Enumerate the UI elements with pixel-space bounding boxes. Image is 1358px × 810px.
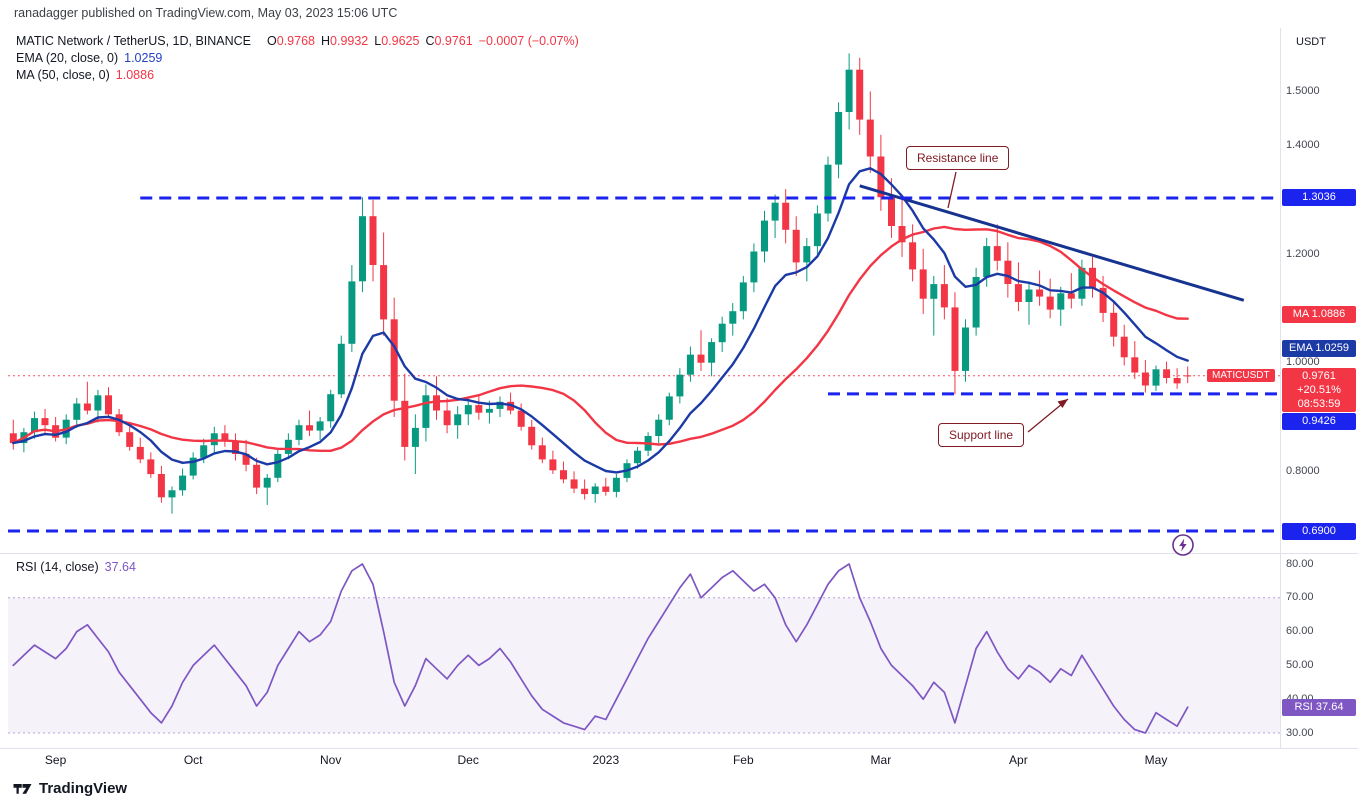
change-percent: +20.51% — [1297, 384, 1341, 396]
low-label: L — [374, 34, 382, 48]
publish-info: ranadagger published on TradingView.com,… — [14, 6, 398, 20]
ema-value: 1.0259 — [124, 51, 163, 65]
time-tick: Oct — [183, 753, 203, 767]
symbol-title[interactable]: MATIC Network / TetherUS, 1D, BINANCE — [16, 34, 252, 48]
time-tick: Feb — [732, 753, 754, 767]
ema-legend-row[interactable]: EMA (20, close, 0) 1.0259 — [16, 50, 579, 67]
rsi-label: RSI (14, close) — [16, 560, 99, 574]
symbol-legend-row[interactable]: MATIC Network / TetherUS, 1D, BINANCE O0.… — [16, 33, 579, 50]
rsi-legend[interactable]: RSI (14, close) 37.64 — [16, 560, 136, 574]
chart-legend: MATIC Network / TetherUS, 1D, BINANCE O0.… — [16, 33, 579, 84]
low-value: 0.9625 — [381, 34, 420, 48]
close-label: C — [425, 34, 435, 48]
resistance-line-callout[interactable]: Resistance line — [906, 146, 1010, 170]
ma-label: MA (50, close, 0) — [16, 68, 110, 82]
axis-unit-label: USDT — [1296, 36, 1326, 48]
open-value: 0.9768 — [276, 34, 315, 48]
time-tick: Sep — [44, 753, 67, 767]
time-axis[interactable]: Sep Oct Nov Dec 2023 Feb Mar Apr May — [0, 753, 1358, 773]
tradingview-logo[interactable]: TradingView — [12, 778, 127, 799]
time-tick: 2023 — [592, 753, 620, 767]
symbol-price-tag: MATICUSDT — [1207, 369, 1275, 382]
last-price-value: 0.9761 — [1302, 370, 1336, 382]
lightning-icon[interactable] — [1171, 533, 1195, 557]
tradingview-logo-mark — [13, 784, 32, 794]
ema-label: EMA (20, close, 0) — [16, 51, 119, 65]
high-value: 0.9932 — [330, 34, 369, 48]
ma-legend-row[interactable]: MA (50, close, 0) 1.0886 — [16, 67, 579, 84]
close-value: 0.9761 — [434, 34, 473, 48]
open-label: O — [267, 34, 277, 48]
time-tick: Dec — [457, 753, 479, 767]
rsi-value: 37.64 — [104, 560, 136, 574]
ma-value: 1.0886 — [115, 68, 155, 82]
tradingview-wordmark: TradingView — [39, 780, 128, 797]
time-tick: Apr — [1009, 753, 1028, 767]
time-tick: Mar — [870, 753, 892, 767]
support-line-callout[interactable]: Support line — [938, 423, 1025, 447]
time-tick: May — [1144, 753, 1168, 767]
bar-countdown: 08:53:59 — [1297, 398, 1341, 410]
change-value: −0.0007 (−0.07%) — [478, 34, 579, 48]
last-price-badge: 0.9761 +20.51% 08:53:59 — [1282, 368, 1356, 412]
high-label: H — [320, 34, 331, 48]
time-tick: Nov — [320, 753, 342, 767]
